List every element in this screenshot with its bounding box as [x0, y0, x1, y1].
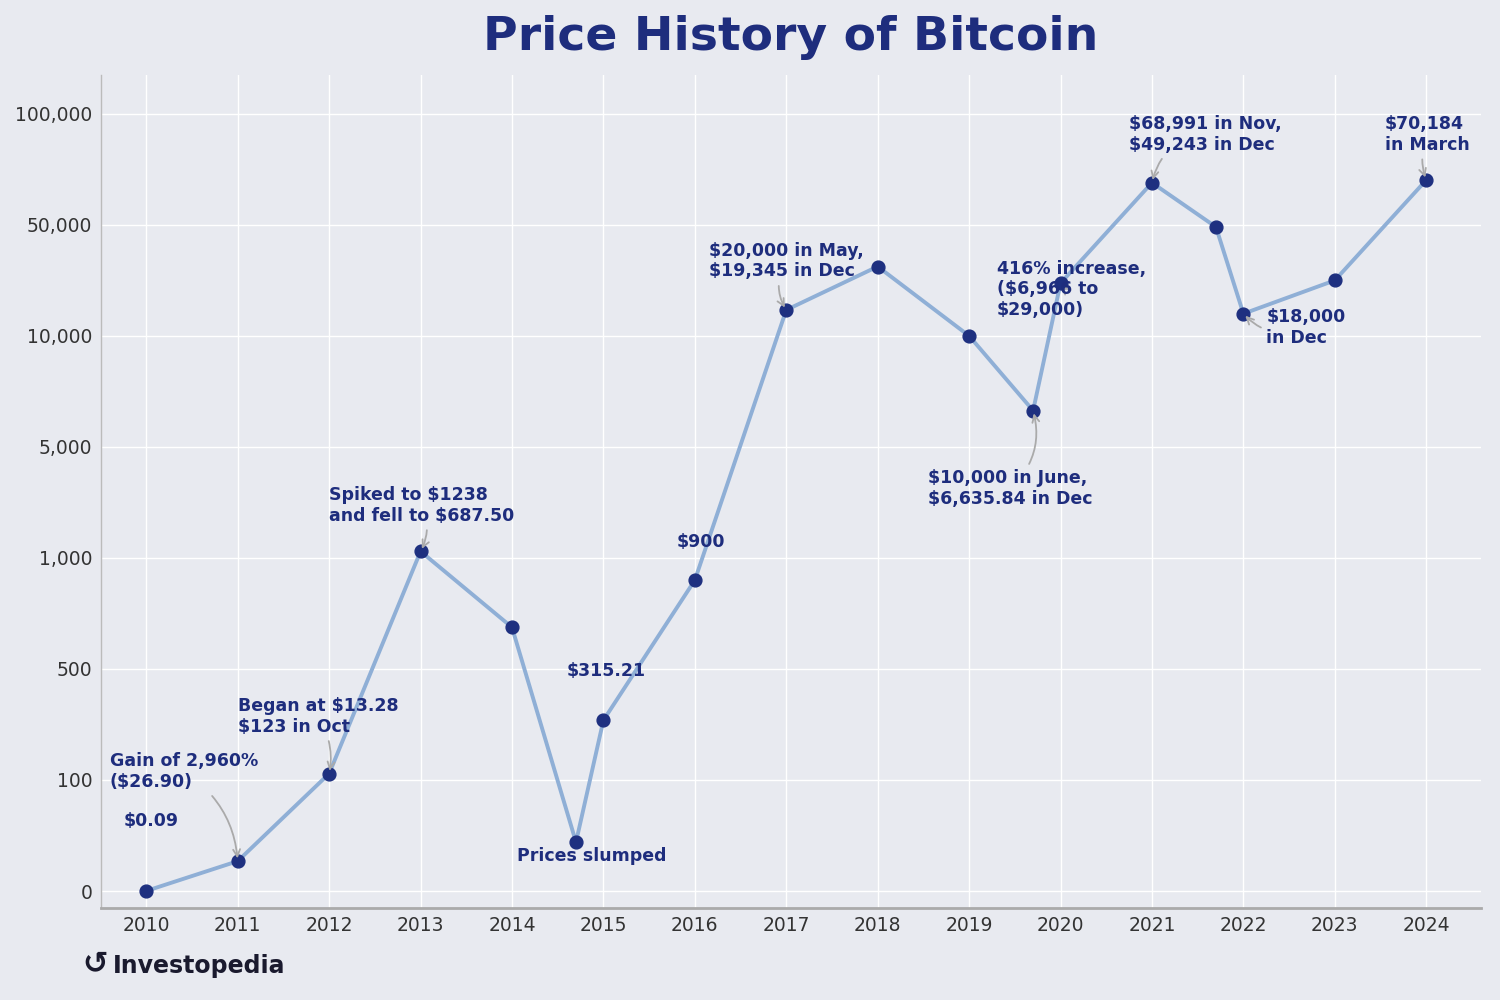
Text: $10,000 in June,
$6,635.84 in Dec: $10,000 in June, $6,635.84 in Dec	[928, 415, 1092, 508]
Point	[1323, 272, 1347, 288]
Text: $0.09: $0.09	[123, 812, 178, 830]
Point	[500, 619, 523, 635]
Point	[1022, 403, 1046, 419]
Text: $20,000 in May,
$19,345 in Dec: $20,000 in May, $19,345 in Dec	[708, 242, 864, 306]
Point	[774, 302, 798, 318]
Text: Began at $13.28
$123 in Oct: Began at $13.28 $123 in Oct	[237, 697, 399, 769]
Text: Gain of 2,960%
($26.90): Gain of 2,960% ($26.90)	[110, 752, 258, 856]
Text: $900: $900	[676, 533, 724, 551]
Point	[1204, 219, 1228, 235]
Point	[1140, 175, 1164, 191]
Point	[682, 572, 706, 588]
Text: $315.21: $315.21	[567, 662, 646, 680]
Point	[225, 853, 249, 869]
Text: Spiked to $1238
and fell to $687.50: Spiked to $1238 and fell to $687.50	[328, 486, 514, 547]
Point	[591, 712, 615, 728]
Text: ↺: ↺	[82, 949, 108, 978]
Text: Prices slumped: Prices slumped	[516, 847, 666, 865]
Point	[135, 883, 159, 899]
Point	[1232, 306, 1256, 322]
Point	[316, 766, 340, 782]
Text: $18,000
in Dec: $18,000 in Dec	[1246, 308, 1346, 347]
Point	[1048, 275, 1072, 291]
Point	[564, 834, 588, 850]
Point	[957, 328, 981, 344]
Title: Price History of Bitcoin: Price History of Bitcoin	[483, 15, 1098, 60]
Text: $68,991 in Nov,
$49,243 in Dec: $68,991 in Nov, $49,243 in Dec	[1130, 115, 1281, 178]
Text: $70,184
in March: $70,184 in March	[1384, 115, 1470, 176]
Text: Investopedia: Investopedia	[112, 954, 285, 978]
Point	[865, 259, 889, 275]
Point	[1414, 172, 1438, 188]
Text: 416% increase,
($6,966 to
$29,000): 416% increase, ($6,966 to $29,000)	[996, 260, 1146, 319]
Point	[408, 543, 432, 559]
